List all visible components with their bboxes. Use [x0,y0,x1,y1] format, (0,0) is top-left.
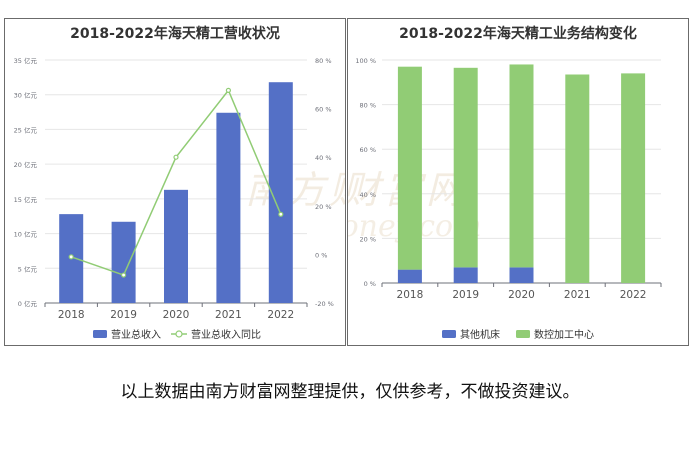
legend-label: 营业总收入 [111,328,161,341]
revenue-chart-panel: 2018-2022年海天精工营收状况 南方财富网 0 亿元 5 亿元 10 亿元 15… [4,18,346,346]
y-left-tick-label: 5 亿元 [18,264,38,273]
cnc-center-bar [621,73,646,283]
y-left-tick-label: 35 亿元 [14,56,38,65]
x-tick-label: 2018 [397,289,424,301]
other-machine-bar [453,267,478,283]
x-tick-label: 2022 [267,309,294,321]
y-right-tick-label: 20 % [315,203,332,211]
cnc-center-bar [565,74,590,283]
yoy-point [120,272,127,278]
cnc-center-bar [397,66,422,270]
business-structure-chart: 0 % 20 % 40 % 60 % 80 % 100 % 2018 2019 2020 2021… [355,57,662,341]
x-tick-label: 2020 [508,289,535,301]
y-tick-label: 80 % [359,102,376,110]
y-left-tick-label: 20 亿元 [14,160,38,169]
watermark: 南方财富网 [245,168,345,212]
x-tick-label: 2018 [58,309,85,321]
revenue-bar [216,112,241,303]
other-machine-bar [509,267,534,283]
legend-marker-yoy [175,330,183,338]
revenue-bar [164,189,188,303]
yoy-point [225,87,231,93]
cnc-center-bar [509,64,534,268]
y-right-tick-label: 60 % [315,106,332,114]
y-tick-label: 0 % [364,280,376,288]
revenue-chart: 0 亿元 5 亿元 10 亿元 15 亿元 20 亿元 25 亿元 30 亿元 35 亿元 -2… [14,56,334,341]
yoy-point [68,254,74,260]
x-tick-label: 2021 [215,309,242,321]
y-tick-label: 60 % [359,146,376,154]
legend-swatch-cnc [516,330,530,338]
y-tick-label: 20 % [359,235,376,243]
chart-title: 2018-2022年海天精工营收状况 [70,26,280,42]
y-left-tick-label: 0 亿元 [18,299,38,308]
x-tick-label: 2019 [452,289,479,301]
x-tick-label: 2019 [110,309,137,321]
y-right-tick-label: 40 % [315,154,332,162]
y-right-tick-label: -20 % [315,300,334,308]
y-tick-label: 100 % [355,57,376,65]
y-left-tick-label: 15 亿元 [14,195,38,204]
x-tick-label: 2022 [620,289,647,301]
yoy-point [278,211,284,217]
legend-swatch-other [442,330,456,338]
legend-swatch-revenue [93,330,107,338]
other-machine-bar [397,269,422,283]
revenue-bar [111,221,136,303]
y-right-tick-label: 80 % [315,57,332,65]
y-tick-label: 40 % [359,191,376,199]
legend-label: 数控加工中心 [534,328,594,341]
yoy-point [173,154,179,160]
y-left-tick-label: 30 亿元 [14,91,38,100]
cnc-center-bar [453,67,478,268]
y-left-tick-label: 25 亿元 [14,125,38,134]
y-right-tick-label: 0 % [315,251,327,259]
disclaimer-text: 以上数据由南方财富网整理提供，仅供参考，不做投资建议。 [120,382,580,402]
x-tick-label: 2021 [564,289,591,301]
legend-label: 营业总收入同比 [191,328,261,341]
revenue-bar [268,82,293,303]
chart-title: 2018-2022年海天精工业务结构变化 [399,26,637,42]
x-tick-label: 2020 [163,309,190,321]
y-left-tick-label: 10 亿元 [14,230,38,239]
legend-label: 其他机床 [460,328,500,341]
business-structure-chart-panel: 2018-2022年海天精工业务结构变化 南方财富网 southmoney.co… [347,18,689,346]
